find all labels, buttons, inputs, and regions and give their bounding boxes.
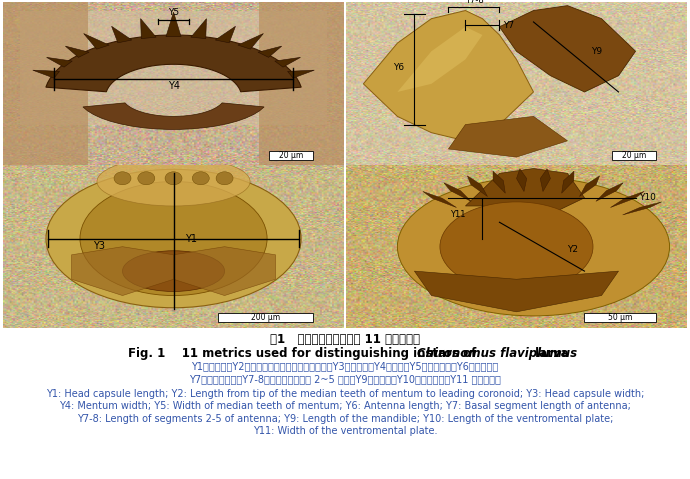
Text: Y1: Head capsule length; Y2: Length from tip of the median teeth of mentum to le: Y1: Head capsule length; Y2: Length from… — [46, 389, 644, 399]
Polygon shape — [259, 2, 344, 165]
Polygon shape — [33, 70, 59, 78]
Bar — [612, 151, 656, 160]
Ellipse shape — [97, 157, 250, 206]
Text: Fig. 1    11 metrics used for distinguishing instars of: Fig. 1 11 metrics used for distinguishin… — [128, 347, 480, 360]
Polygon shape — [397, 27, 482, 92]
Polygon shape — [141, 19, 156, 39]
Polygon shape — [517, 169, 526, 192]
Text: Y1：头壳长；Y2：颏中齿顶端至冠齿前缘间距离；Y3：头壳宽；Y4：颏宽；Y5：颏中齿宽；Y6：触角长；: Y1：头壳长；Y2：颏中齿顶端至冠齿前缘间距离；Y3：头壳宽；Y4：颏宽；Y5：… — [191, 362, 499, 372]
Bar — [584, 313, 656, 322]
Polygon shape — [83, 34, 109, 49]
Text: Y3: Y3 — [92, 241, 105, 251]
Polygon shape — [596, 182, 623, 201]
Polygon shape — [423, 192, 457, 207]
Text: Y7-8: Length of segments 2-5 of antenna; Y9: Length of the mandible; Y10: Length: Y7-8: Length of segments 2-5 of antenna;… — [77, 414, 613, 424]
Ellipse shape — [216, 172, 233, 185]
Polygon shape — [66, 46, 89, 57]
Polygon shape — [448, 116, 567, 157]
Polygon shape — [540, 169, 551, 192]
Polygon shape — [415, 271, 618, 312]
Text: Y11: Y11 — [450, 210, 466, 218]
Text: Y5: Y5 — [168, 8, 179, 17]
Polygon shape — [500, 6, 635, 92]
Text: Y10: Y10 — [639, 194, 656, 202]
Text: larva: larva — [531, 347, 569, 360]
Polygon shape — [47, 57, 72, 67]
Polygon shape — [611, 192, 644, 207]
Polygon shape — [166, 12, 181, 37]
Polygon shape — [622, 202, 662, 215]
Polygon shape — [238, 34, 264, 49]
Polygon shape — [112, 26, 132, 43]
Text: Fig. 1    11 metrics used for distinguishing instars of Chironomus flaviplumus l: Fig. 1 11 metrics used for distinguishin… — [0, 478, 1, 479]
Text: Y2: Y2 — [567, 245, 578, 254]
Polygon shape — [215, 26, 235, 43]
Text: 20 μm: 20 μm — [279, 151, 303, 160]
Text: 200 μm: 200 μm — [251, 313, 280, 322]
Text: Y7：触角基节长；Y7-8：触角除基节以外 2~5 节长；Y9：上颚长；Y10：腹颏板长；Y11 腹颏板宽。: Y7：触角基节长；Y7-8：触角除基节以外 2~5 节长；Y9：上颚长；Y10：… — [189, 375, 501, 385]
Text: Y6: Y6 — [393, 63, 404, 72]
Text: Y1: Y1 — [186, 234, 197, 243]
Text: Y9: Y9 — [591, 47, 602, 56]
Ellipse shape — [114, 172, 131, 185]
Bar — [269, 151, 313, 160]
Polygon shape — [493, 171, 505, 193]
Polygon shape — [580, 176, 600, 196]
Text: Y4: Mentum width; Y5: Width of median teeth of mentum; Y6: Antenna length; Y7: B: Y4: Mentum width; Y5: Width of median te… — [59, 401, 631, 411]
Ellipse shape — [165, 172, 182, 185]
Text: Y11: Width of the ventromental plate.: Y11: Width of the ventromental plate. — [253, 426, 437, 436]
Ellipse shape — [138, 172, 155, 185]
Polygon shape — [364, 11, 533, 141]
Ellipse shape — [80, 182, 267, 296]
Bar — [218, 313, 313, 322]
Polygon shape — [3, 2, 88, 165]
Polygon shape — [83, 103, 264, 129]
Polygon shape — [46, 35, 302, 92]
Text: 50 μm: 50 μm — [608, 313, 633, 322]
Polygon shape — [21, 11, 326, 125]
Polygon shape — [275, 57, 300, 67]
Ellipse shape — [193, 172, 209, 185]
Polygon shape — [444, 182, 471, 201]
Text: 图1   黄羽摇蚊幼虫分龄的 11 项测量指标: 图1 黄羽摇蚊幼虫分龄的 11 项测量指标 — [270, 333, 420, 346]
Text: Y7-8: Y7-8 — [464, 0, 483, 5]
Polygon shape — [288, 70, 314, 78]
Polygon shape — [467, 176, 487, 196]
Ellipse shape — [123, 251, 224, 291]
Text: Y7: Y7 — [503, 21, 514, 30]
Polygon shape — [258, 46, 282, 57]
Ellipse shape — [440, 202, 593, 291]
Text: Chironomus flaviplumus: Chironomus flaviplumus — [417, 347, 578, 360]
Ellipse shape — [46, 170, 301, 308]
Polygon shape — [562, 171, 574, 193]
Polygon shape — [72, 247, 174, 296]
Ellipse shape — [397, 178, 669, 316]
Text: Y4: Y4 — [168, 81, 179, 91]
Text: 20 μm: 20 μm — [622, 151, 646, 160]
Polygon shape — [466, 169, 584, 214]
Polygon shape — [191, 19, 206, 39]
Polygon shape — [174, 247, 275, 296]
